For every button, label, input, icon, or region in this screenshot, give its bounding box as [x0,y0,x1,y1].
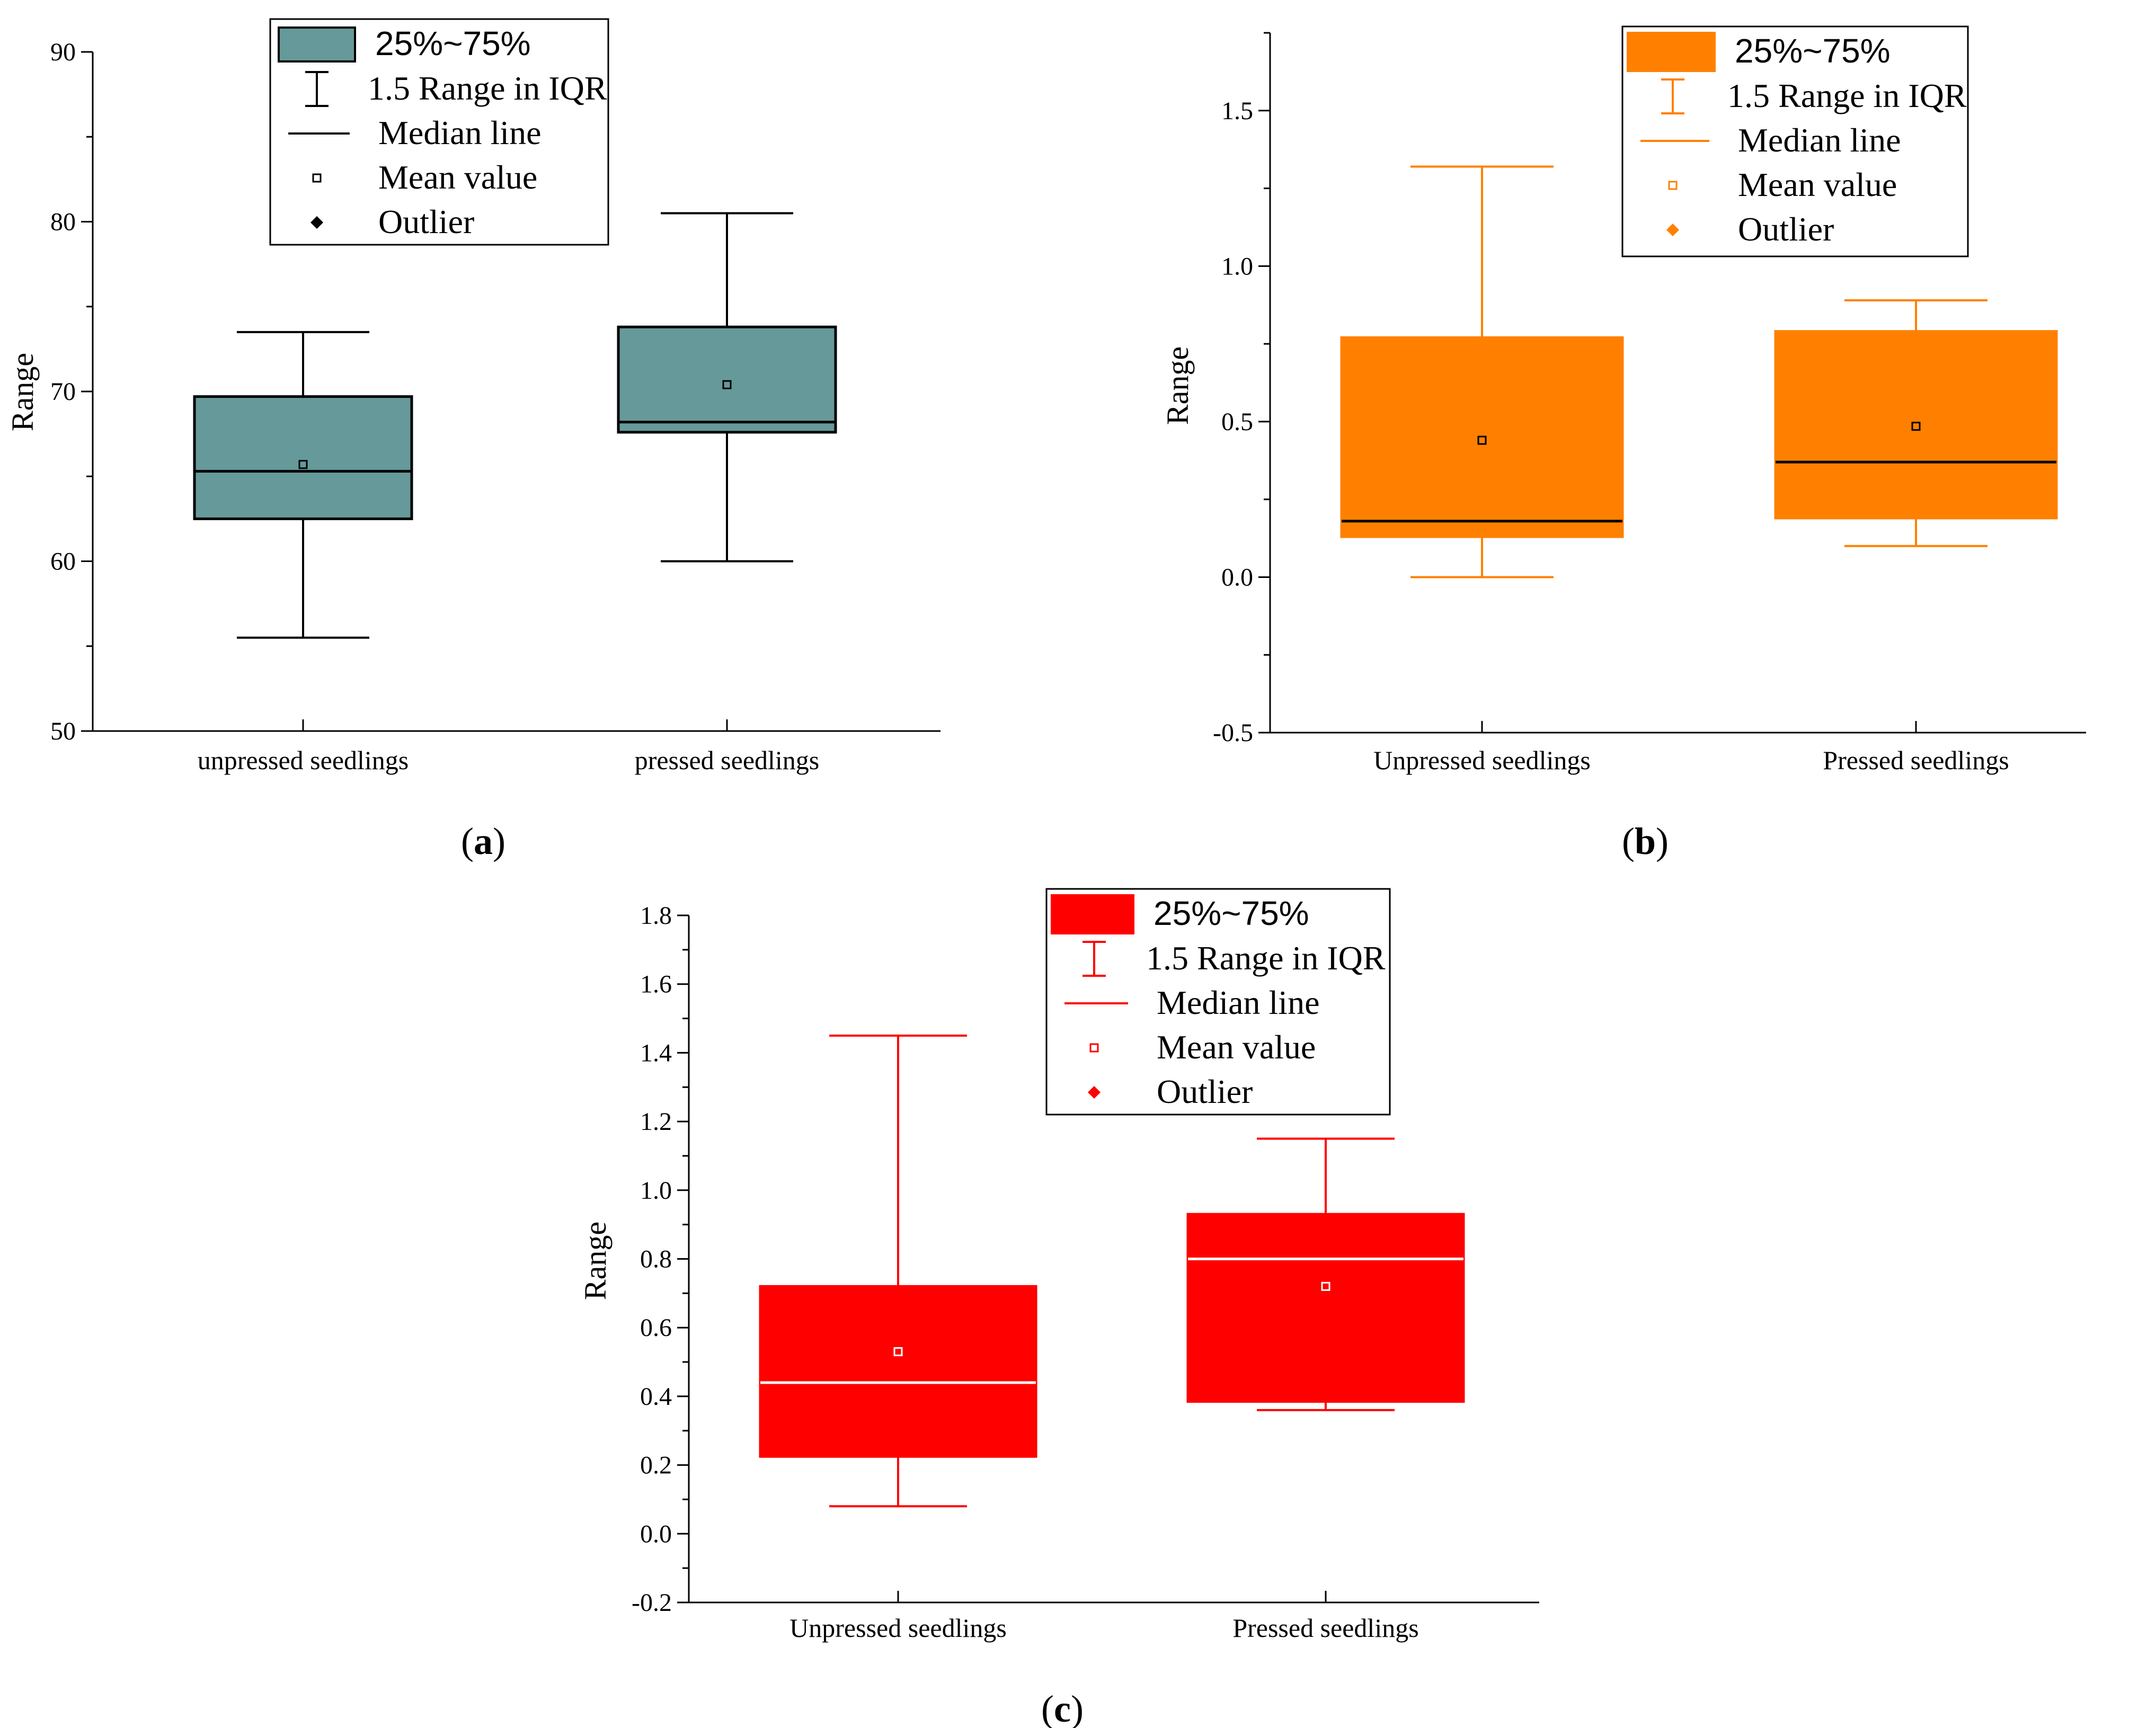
legend: 25%~75% 1.5 Range in IQR Median line Mean v… [1045,888,1391,1116]
x-category-label: pressed seedlings [635,745,820,775]
y-tick-label: 1.6 [640,970,672,999]
y-tick-label: 1.8 [640,902,672,930]
caption-paren-close: ) [1071,1688,1084,1728]
legend-box-swatch [1051,894,1134,934]
y-tick-label: 60 [50,548,76,576]
y-tick-label: 1.2 [640,1108,672,1136]
y-tick-label: 0.2 [640,1451,672,1480]
y-tick-label: 0.5 [1221,408,1253,436]
legend-label-outlier: Outlier [1157,1073,1253,1110]
legend-label-outlier: Outlier [1738,210,1834,248]
y-tick-label: 70 [50,378,76,406]
caption-paren-open: ( [1041,1688,1054,1728]
mean-marker [1911,422,1921,431]
legend-outlier-symbol [1666,224,1679,236]
x-category-label: Unpressed seedlings [1373,745,1591,775]
legend-label-mean: Mean value [1738,166,1897,203]
box-2 [617,212,837,563]
legend-mean-symbol [1089,1043,1099,1053]
iqr-box [1186,1213,1465,1403]
caption-paren-open: ( [461,820,474,862]
mean-marker [298,460,308,469]
legend-outlier-symbol [1088,1086,1101,1099]
box-2 [1186,1137,1465,1411]
x-category-label: Pressed seedlings [1823,745,2009,775]
y-tick-label: -0.2 [632,1589,672,1617]
y-tick-label: 0.0 [640,1520,672,1548]
caption-letter: a [474,820,493,862]
panel-a: 50 60 70 80 90 Range unpressed seedlings presse… [5,18,941,862]
legend-label-mean: Mean value [378,158,537,196]
legend-mean-symbol [312,173,322,183]
y-axis-label: Range [1160,346,1195,425]
legend-label-median: Median line [1738,121,1901,159]
legend-label-mean: Mean value [1157,1028,1316,1066]
iqr-box [759,1285,1037,1458]
x-category-label: Pressed seedlings [1232,1613,1418,1643]
y-tick-label: 1.5 [1221,97,1253,125]
legend-label-median: Median line [378,114,541,152]
mean-marker [893,1347,903,1357]
legend: 25%~75% 1.5 Range in IQR Median line Mean v… [269,18,609,246]
y-axis-label: Range [578,1222,613,1300]
y-tick-label: 50 [50,717,76,745]
y-tick-label: 1.0 [640,1177,672,1205]
caption-paren-close: ) [493,820,505,862]
caption-paren-close: ) [1656,820,1669,862]
mean-marker [1321,1281,1330,1291]
caption-paren-open: ( [1622,820,1635,862]
legend: 25%~75% 1.5 Range in IQR Median line Mean v… [1621,25,1969,257]
y-tick-label: 0.4 [640,1383,672,1411]
legend-label-box: 25%~75% [375,24,531,63]
legend-label-whisker: 1.5 Range in IQR [1146,939,1386,977]
caption-letter: b [1635,820,1656,862]
iqr-box [617,325,837,434]
legend-label-outlier: Outlier [378,203,474,241]
box-1 [193,331,413,639]
legend-outlier-symbol [310,216,323,229]
mean-marker [722,380,732,389]
legend-label-whisker: 1.5 Range in IQR [368,69,607,107]
y-tick-label: 80 [50,208,76,236]
mean-marker [1477,435,1487,445]
box-1 [759,1034,1037,1508]
x-category-label: unpressed seedlings [198,745,409,775]
legend-label-box: 25%~75% [1154,894,1309,932]
panel-caption: (b) [1622,820,1669,862]
y-axis-label: Range [5,353,40,431]
y-tick-label: 0.6 [640,1314,672,1342]
iqr-box [1774,330,2058,520]
y-tick-label: 1.4 [640,1039,672,1067]
box-2 [1774,299,2058,547]
legend-mean-symbol [1668,181,1678,190]
x-category-label: Unpressed seedlings [789,1613,1007,1643]
caption-letter: c [1054,1688,1071,1728]
box-1 [1340,165,1624,578]
panel-c: -0.2 0.0 0.2 0.4 0.6 0.8 1.0 1.2 1.4 1.6 1.8 Range U… [578,888,1539,1728]
panel-caption: (c) [1041,1688,1084,1728]
legend-label-box: 25%~75% [1735,32,1891,70]
y-tick-label: 90 [50,38,76,66]
iqr-box [193,395,413,520]
y-tick-label: 0.8 [640,1245,672,1273]
legend-box-swatch [278,26,356,63]
panel-caption: (a) [461,820,505,862]
panel-b: -0.5 0.0 0.5 1.0 1.5 Range Unpressed seedlings… [1160,25,2086,862]
legend-box-swatch [1627,32,1716,72]
legend-label-whisker: 1.5 Range in IQR [1727,77,1967,114]
y-tick-label: 0.0 [1221,563,1253,591]
legend-label-median: Median line [1157,984,1319,1021]
y-tick-label: -0.5 [1213,719,1253,747]
y-tick-label: 1.0 [1221,252,1253,280]
